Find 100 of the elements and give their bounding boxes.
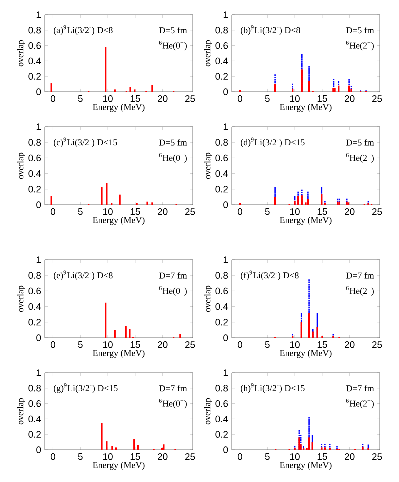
x-tick-label: 5	[265, 208, 270, 216]
x-axis-title: Energy (MeV)	[93, 462, 145, 470]
x-tick-label: 0	[50, 208, 56, 216]
y-tick-label: 1	[36, 124, 42, 130]
x-tick-label: 0	[238, 208, 242, 216]
y-axis-title: overlap	[17, 398, 26, 425]
x-tick-label: 15	[318, 208, 328, 216]
x-tick-label: 20	[158, 342, 168, 348]
y-tick-label: 0.6	[216, 288, 228, 295]
annotation: D=5 fm	[346, 27, 374, 34]
x-tick-label: 20	[345, 208, 355, 216]
x-tick-label: 0	[238, 96, 242, 102]
x-tick-label: 10	[103, 96, 113, 102]
y-tick-label: 0	[224, 202, 228, 208]
x-tick-label: 20	[345, 454, 355, 460]
y-tick-label: 0.8	[28, 27, 42, 34]
x-tick-label: 25	[372, 208, 382, 216]
x-tick-label: 15	[130, 454, 140, 460]
x-tick-label: 10	[290, 342, 300, 348]
y-tick-label: 0.8	[216, 385, 228, 392]
y-tick-label: 0.4	[28, 58, 42, 65]
annotation: $^{6}$He(0$^{+}$)	[159, 398, 187, 409]
annotation: D=5 fm	[159, 139, 188, 146]
x-tick-label: 0	[50, 96, 56, 102]
x-axis-title: Energy (MeV)	[280, 217, 332, 226]
y-axis-title: overlap	[17, 40, 26, 67]
annotation: $^{6}$He(0$^{+}$)	[159, 286, 187, 296]
y-axis-title: overlap	[17, 152, 26, 180]
y-tick-label: 0.2	[28, 431, 42, 438]
annotation: (h)$^{9}$Li(3/2$^{-}$) D<15	[240, 384, 305, 394]
y-tick-label: 0.2	[216, 319, 228, 326]
x-tick-label: 25	[372, 96, 382, 102]
x-tick-label: 5	[265, 454, 270, 460]
y-tick-label: 0.4	[216, 170, 228, 178]
annotation: (a)$^{9}$Li(3/2$^{-}$) D<8	[54, 26, 113, 36]
annotation: (b)$^{9}$Li(3/2$^{-}$) D<8	[240, 26, 300, 36]
x-tick-label: 20	[345, 96, 355, 102]
annotation: $^{6}$He(2$^{+}$)	[346, 398, 374, 409]
annotation: $^{6}$He(2$^{+}$)	[346, 286, 374, 296]
x-tick-label: 20	[158, 208, 168, 216]
x-tick-label: 5	[265, 96, 270, 102]
annotation: (g)$^{9}$Li(3/2$^{-}$) D<15	[54, 384, 118, 394]
x-tick-label: 10	[290, 454, 300, 460]
x-axis-title: Energy (MeV)	[93, 217, 145, 226]
y-tick-label: 0	[36, 446, 42, 454]
x-tick-label: 10	[290, 208, 300, 216]
y-axis-title: overlap	[17, 286, 26, 312]
y-tick-label: 0.4	[28, 303, 42, 310]
y-tick-label: 0.4	[28, 416, 42, 423]
x-tick-label: 20	[345, 342, 355, 348]
y-tick-label: 0.6	[28, 400, 42, 408]
x-tick-label: 10	[103, 342, 113, 348]
annotation: $^{6}$He(0$^{+}$)	[159, 40, 187, 51]
y-axis-title: overlap	[204, 40, 212, 67]
x-tick-label: 25	[185, 454, 196, 460]
annotation: (f)$^{9}$Li(3/2$^{-}$) D<8	[240, 270, 299, 280]
annotation: D=7 fm	[346, 385, 374, 392]
annotation: (e)$^{9}$Li(3/2$^{-}$) D<8	[54, 270, 113, 280]
x-tick-label: 5	[78, 342, 83, 348]
x-tick-label: 0	[50, 342, 56, 348]
y-tick-label: 0	[224, 88, 228, 96]
x-tick-label: 25	[372, 342, 382, 348]
x-tick-label: 15	[130, 96, 140, 102]
x-axis-title: Energy (MeV)	[280, 350, 332, 358]
y-tick-label: 0.6	[216, 154, 228, 162]
x-tick-label: 25	[185, 208, 196, 216]
x-tick-label: 0	[50, 454, 56, 460]
x-tick-label: 25	[372, 454, 382, 460]
annotation: D=7 fm	[159, 272, 188, 279]
y-tick-label: 0.8	[28, 385, 42, 392]
annotation: D=5 fm	[346, 139, 374, 146]
y-tick-label: 1	[36, 370, 42, 376]
annotation: $^{6}$He(0$^{+}$)	[159, 153, 187, 164]
y-tick-label: 0.2	[216, 186, 228, 193]
y-tick-label: 0.6	[216, 42, 228, 50]
y-tick-label: 0.6	[28, 288, 42, 295]
y-tick-label: 0.8	[28, 272, 42, 279]
x-tick-label: 15	[318, 454, 328, 460]
x-tick-label: 10	[103, 208, 113, 216]
annotation: D=5 fm	[159, 27, 188, 34]
x-tick-label: 5	[78, 208, 83, 216]
y-tick-label: 0	[36, 202, 42, 208]
y-tick-label: 0	[224, 334, 228, 342]
x-tick-label: 0	[238, 342, 242, 348]
x-axis-title: Energy (MeV)	[280, 104, 332, 112]
x-axis-title: Energy (MeV)	[93, 104, 145, 112]
y-tick-label: 0.2	[216, 73, 228, 80]
y-tick-label: 1	[224, 256, 228, 264]
annotation: D=7 fm	[159, 385, 188, 392]
x-axis-title: Energy (MeV)	[93, 350, 145, 358]
y-tick-label: 0.2	[28, 73, 42, 80]
y-tick-label: 0	[36, 88, 42, 96]
x-tick-label: 5	[265, 342, 270, 348]
x-tick-label: 15	[130, 342, 140, 348]
x-tick-label: 20	[158, 454, 168, 460]
y-tick-label: 0.6	[28, 154, 42, 162]
y-tick-label: 0.4	[216, 58, 228, 65]
x-tick-label: 10	[290, 96, 300, 102]
x-tick-label: 25	[185, 342, 196, 348]
y-tick-label: 0.6	[216, 400, 228, 408]
